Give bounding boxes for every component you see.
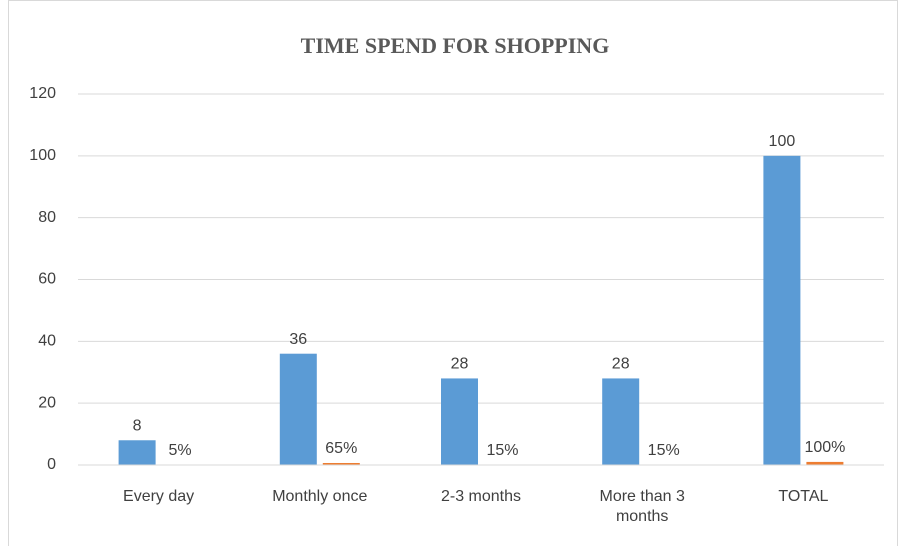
bar (602, 378, 640, 465)
data-label: 28 (451, 356, 469, 373)
data-label: 100% (804, 439, 845, 456)
y-tick-label: 80 (38, 209, 56, 226)
y-tick-label: 60 (38, 271, 56, 288)
y-tick-label: 120 (29, 85, 56, 102)
bar (806, 461, 844, 465)
data-label: 65% (325, 440, 357, 457)
x-tick-label: Every day (123, 488, 195, 505)
data-label: 100 (769, 133, 796, 150)
bar (322, 462, 360, 465)
x-tick-label: More than 3 months (599, 488, 685, 525)
data-label: 15% (648, 442, 680, 459)
data-label: 8 (133, 417, 142, 434)
y-tick-label: 0 (47, 456, 56, 473)
bar (118, 440, 156, 465)
data-label: 15% (486, 442, 518, 459)
bar (763, 155, 801, 466)
chart-title: TIME SPEND FOR SHOPPING (301, 33, 610, 58)
x-tick-label: TOTAL (778, 488, 829, 505)
data-label: 5% (169, 442, 192, 459)
x-tick-label: 2-3 months (440, 488, 522, 505)
bar (279, 353, 317, 465)
y-tick-label: 20 (38, 394, 56, 411)
x-tick-label: Monthly once (272, 488, 368, 505)
y-tick-label: 100 (29, 147, 56, 164)
y-tick-label: 40 (38, 333, 56, 350)
bar (441, 378, 478, 465)
data-label: 36 (289, 331, 307, 348)
data-label: 28 (612, 356, 630, 373)
